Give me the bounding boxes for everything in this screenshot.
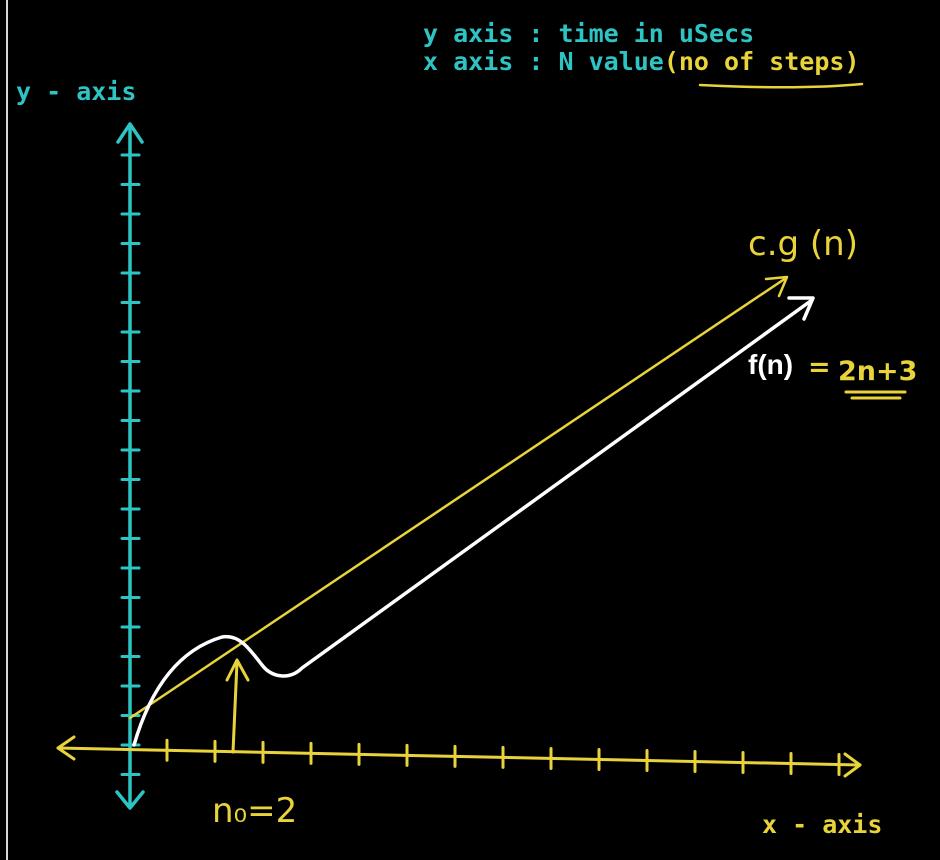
left-edge-rule [6, 0, 8, 860]
n0-marker-line [231, 660, 239, 754]
n0-label: n₀=2 [212, 791, 297, 831]
note-underline [698, 82, 864, 89]
fn-equals: = [808, 352, 831, 383]
fn-arrowhead [787, 296, 815, 321]
x-axis-note: x axis : N value(no of steps) [423, 47, 860, 76]
y-axis-note: y axis : time in uSecs [423, 19, 754, 48]
fn-label: f(n) [748, 349, 793, 380]
y-axis [115, 122, 145, 810]
x-axis-label: x - axis [762, 810, 882, 839]
x-axis [56, 735, 862, 778]
x-axis-arrow-right [843, 752, 862, 778]
x-axis-arrow-left [56, 735, 76, 761]
cg-label: c.g (n) [748, 224, 858, 264]
fn-expression-underline [844, 390, 907, 400]
n0-marker [225, 658, 250, 754]
y-axis-arrow-up [116, 122, 144, 144]
x-axis-line [56, 746, 862, 767]
x-axis-note-prefix: x axis : N value [423, 47, 664, 76]
cg-arrowhead [764, 275, 789, 298]
fn-expression: 2n+3 [838, 356, 917, 387]
x-axis-ticks [165, 738, 841, 777]
fn-path [132, 298, 814, 747]
cg-curve [128, 275, 789, 720]
y-axis-arrow-down [115, 790, 145, 810]
fn-curve [132, 296, 815, 747]
cg-line [128, 276, 788, 720]
y-axis-label: y - axis [16, 77, 136, 106]
y-axis-ticks [120, 153, 141, 776]
n0-marker-arrowhead [225, 658, 250, 682]
x-axis-note-paren: (no of steps) [664, 47, 860, 76]
